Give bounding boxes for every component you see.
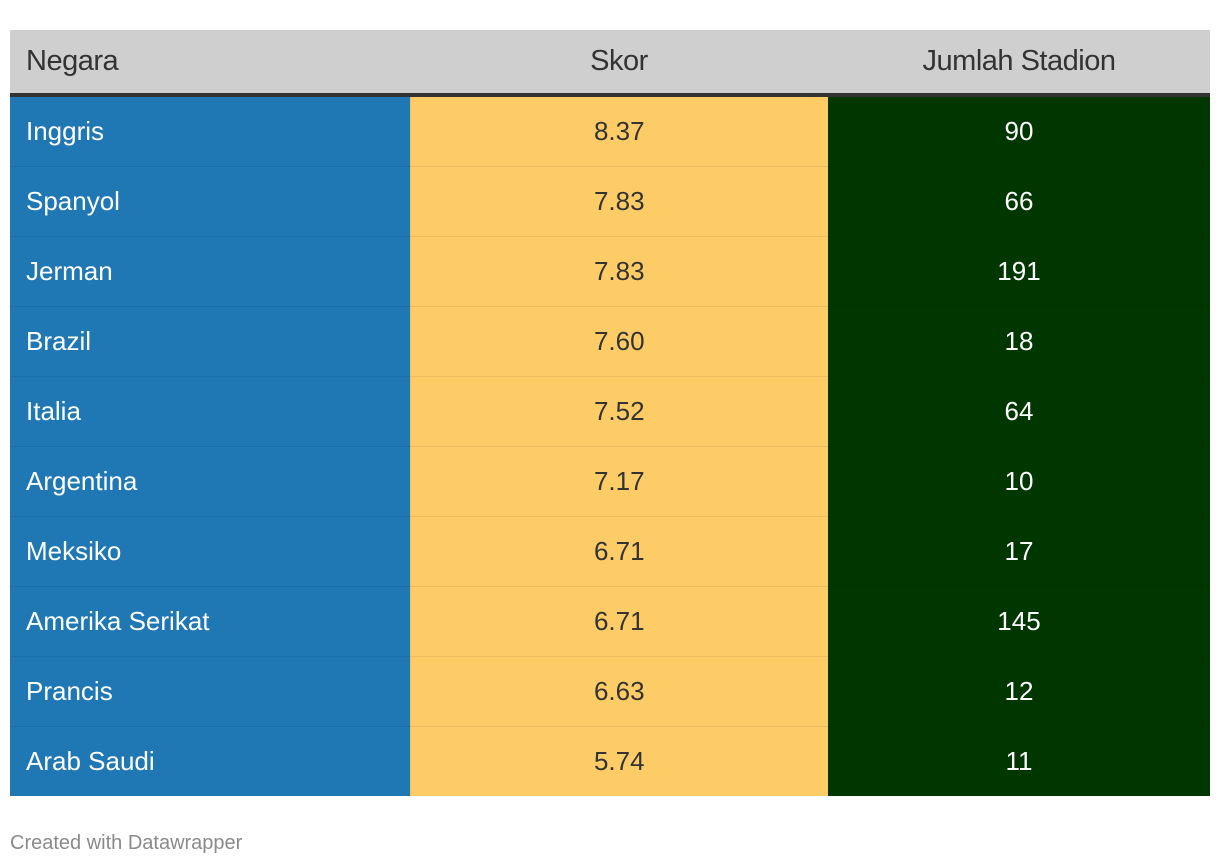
column-header-negara[interactable]: Negara bbox=[10, 30, 410, 97]
data-table-container: Negara Skor Jumlah Stadion Inggris 8.37 90… bbox=[10, 30, 1210, 796]
table-row: Spanyol 7.83 66 bbox=[10, 166, 1210, 237]
cell-negara: Jerman bbox=[10, 236, 411, 307]
cell-jumlah-stadion: 11 bbox=[828, 726, 1210, 796]
cell-jumlah-stadion: 18 bbox=[828, 306, 1210, 377]
cell-skor: 6.63 bbox=[410, 656, 828, 727]
header-row: Negara Skor Jumlah Stadion bbox=[10, 30, 1210, 97]
cell-negara: Amerika Serikat bbox=[10, 586, 411, 657]
column-header-jumlah-stadion[interactable]: Jumlah Stadion bbox=[828, 30, 1210, 97]
footer-credit: Created with Datawrapper bbox=[10, 832, 243, 854]
table-row: Argentina 7.17 10 bbox=[10, 446, 1210, 517]
cell-jumlah-stadion: 12 bbox=[828, 656, 1210, 727]
cell-jumlah-stadion: 66 bbox=[828, 166, 1210, 237]
cell-jumlah-stadion: 191 bbox=[828, 236, 1210, 307]
cell-negara: Brazil bbox=[10, 306, 411, 377]
cell-jumlah-stadion: 145 bbox=[828, 586, 1210, 657]
cell-negara: Inggris bbox=[10, 95, 411, 167]
cell-skor: 7.52 bbox=[410, 376, 828, 447]
cell-skor: 6.71 bbox=[410, 516, 828, 587]
cell-skor: 7.83 bbox=[410, 166, 828, 237]
cell-skor: 5.74 bbox=[410, 726, 828, 796]
table-row: Meksiko 6.71 17 bbox=[10, 516, 1210, 587]
cell-negara: Italia bbox=[10, 376, 411, 447]
cell-negara: Spanyol bbox=[10, 166, 411, 237]
table-header: Negara Skor Jumlah Stadion bbox=[10, 30, 1210, 97]
table-row: Amerika Serikat 6.71 145 bbox=[10, 586, 1210, 657]
cell-skor: 7.60 bbox=[410, 306, 828, 377]
table-row: Italia 7.52 64 bbox=[10, 376, 1210, 447]
table-body: Inggris 8.37 90 Spanyol 7.83 66 Jerman 7.83 191 B… bbox=[10, 95, 1210, 796]
table-row: Prancis 6.63 12 bbox=[10, 656, 1210, 727]
table-row: Inggris 8.37 90 bbox=[10, 95, 1210, 167]
data-table: Negara Skor Jumlah Stadion Inggris 8.37 90… bbox=[10, 30, 1210, 796]
cell-negara: Prancis bbox=[10, 656, 411, 727]
cell-negara: Arab Saudi bbox=[10, 726, 411, 796]
table-row: Brazil 7.60 18 bbox=[10, 306, 1210, 377]
cell-skor: 6.71 bbox=[410, 586, 828, 657]
cell-negara: Argentina bbox=[10, 446, 411, 517]
table-row: Arab Saudi 5.74 11 bbox=[10, 726, 1210, 796]
column-header-skor[interactable]: Skor bbox=[410, 30, 828, 97]
cell-jumlah-stadion: 64 bbox=[828, 376, 1210, 447]
cell-skor: 8.37 bbox=[410, 95, 828, 167]
cell-skor: 7.17 bbox=[410, 446, 828, 517]
cell-jumlah-stadion: 17 bbox=[828, 516, 1210, 587]
cell-negara: Meksiko bbox=[10, 516, 411, 587]
cell-jumlah-stadion: 10 bbox=[828, 446, 1210, 517]
cell-jumlah-stadion: 90 bbox=[828, 95, 1210, 167]
cell-skor: 7.83 bbox=[410, 236, 828, 307]
table-row: Jerman 7.83 191 bbox=[10, 236, 1210, 307]
